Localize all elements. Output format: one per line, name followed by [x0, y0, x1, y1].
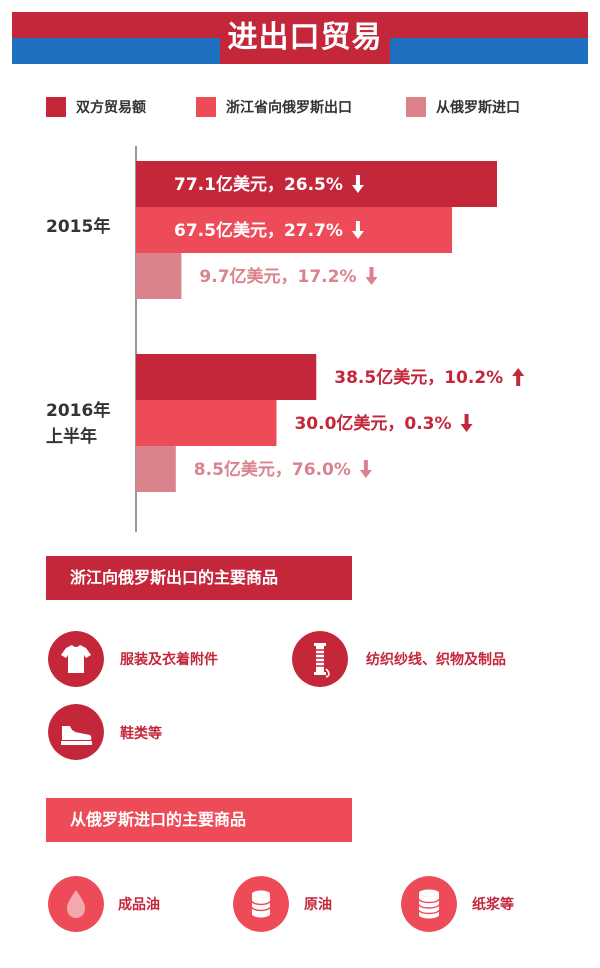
legend-label: 浙江省向俄罗斯出口: [226, 100, 352, 116]
bar: [136, 207, 453, 253]
legend-item-export: 浙江省向俄罗斯出口: [196, 96, 352, 118]
category-label: 2016年: [46, 400, 110, 421]
category-label: 上半年: [46, 426, 97, 447]
legend-swatch: [46, 97, 66, 117]
import-item-crude-oil: [233, 876, 289, 936]
data-label: 38.5亿美元，10.2%: [334, 367, 503, 388]
bar: [136, 446, 176, 492]
export-section-header: 浙江向俄罗斯出口的主要商品: [46, 556, 352, 600]
shoe-icon: [48, 704, 104, 760]
oil-drop-icon: [48, 876, 104, 932]
export-item-label: 纺织纱线、织物及制品: [366, 652, 506, 668]
bar: [136, 400, 277, 446]
import-item-pulp: [401, 876, 457, 936]
arrow-down-icon: [365, 267, 378, 285]
arrow-down-icon: [351, 175, 364, 193]
export-item-shoes: [48, 704, 104, 764]
legend-item-import: 从俄罗斯进口: [406, 96, 520, 118]
export-item-label: 鞋类等: [120, 726, 162, 742]
data-label: 9.7亿美元，17.2%: [199, 266, 356, 287]
yarn-spool-icon: [292, 631, 348, 687]
import-section-header: 从俄罗斯进口的主要商品: [46, 798, 352, 842]
title-banner: 进出口贸易: [12, 12, 588, 64]
bar: [136, 253, 182, 299]
import-item-refined-oil: [48, 876, 104, 936]
pulp-stack-icon: [401, 876, 457, 932]
import-item-label: 原油: [304, 897, 332, 913]
arrow-down-icon: [460, 414, 473, 432]
arrow-down-icon: [351, 221, 364, 239]
export-item-label: 服装及衣着附件: [120, 652, 218, 668]
export-item-textiles: [292, 631, 348, 691]
import-item-label: 纸浆等: [472, 897, 514, 913]
legend-swatch: [196, 97, 216, 117]
arrow-up-icon: [512, 368, 525, 386]
tshirt-icon: [48, 631, 104, 687]
data-label: 77.1亿美元，26.5%: [174, 174, 343, 195]
barrel-icon: [233, 876, 289, 932]
bar: [136, 161, 497, 207]
legend-swatch: [406, 97, 426, 117]
bar: [136, 354, 317, 400]
legend-label: 从俄罗斯进口: [436, 100, 520, 116]
legend-label: 双方贸易额: [76, 100, 146, 116]
arrow-down-icon: [359, 460, 372, 478]
data-label: 67.5亿美元，27.7%: [174, 220, 343, 241]
page-title: 进出口贸易: [227, 20, 383, 55]
banner-title-plate: [220, 12, 390, 64]
legend-item-trade-total: 双方贸易额: [46, 96, 146, 118]
export-item-apparel: [48, 631, 104, 691]
category-label: 2015年: [46, 216, 110, 237]
import-item-label: 成品油: [118, 897, 160, 913]
data-label: 30.0亿美元，0.3%: [294, 413, 451, 434]
data-label: 8.5亿美元，76.0%: [194, 459, 351, 480]
